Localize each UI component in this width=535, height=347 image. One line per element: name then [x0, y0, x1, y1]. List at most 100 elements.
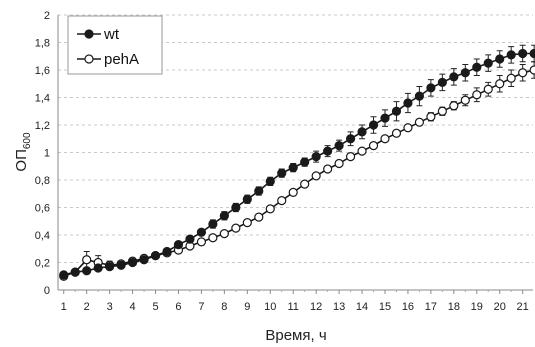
- data-point: [288, 187, 298, 197]
- data-point: [300, 179, 310, 189]
- x-tick-label: 3: [107, 301, 113, 313]
- x-tick-label: 18: [448, 301, 460, 313]
- data-point: [242, 194, 252, 204]
- data-point: [460, 95, 470, 105]
- x-axis-label: Время, ч: [265, 327, 326, 344]
- data-point: [185, 234, 195, 244]
- data-point: [150, 251, 161, 261]
- legend-swatch-marker: [84, 29, 94, 39]
- data-point: [403, 98, 413, 108]
- data-point: [254, 186, 264, 196]
- legend-swatch-marker: [84, 54, 94, 64]
- x-tick-label: 9: [244, 301, 250, 313]
- data-point: [495, 79, 505, 89]
- data-point: [529, 65, 535, 75]
- data-point: [265, 204, 275, 214]
- data-point: [483, 58, 493, 68]
- x-tick-label: 8: [221, 301, 227, 313]
- x-tick-label: 13: [333, 301, 345, 313]
- data-point: [518, 68, 528, 78]
- y-tick-label: 1,8: [35, 38, 50, 50]
- data-point: [311, 152, 321, 162]
- data-point: [460, 68, 470, 78]
- y-axis-label-main: ОП: [13, 149, 30, 171]
- x-tick-label: 17: [425, 301, 437, 313]
- x-tick-label: 5: [152, 301, 158, 313]
- legend-box: [67, 15, 163, 75]
- data-point: [506, 50, 516, 60]
- y-tick-label: 0,8: [35, 175, 50, 187]
- data-point: [105, 262, 115, 272]
- series-wt: [59, 44, 535, 280]
- x-tick-label: 12: [310, 301, 322, 313]
- data-point: [357, 127, 367, 137]
- data-point: [345, 152, 356, 162]
- data-point: [357, 146, 367, 156]
- y-tick-label: 0,2: [35, 258, 50, 270]
- data-point: [219, 229, 229, 239]
- x-tick-label: 19: [471, 301, 483, 313]
- y-tick-label: 1,4: [35, 93, 50, 105]
- data-point: [162, 246, 172, 257]
- legend: wt pehA: [67, 15, 163, 75]
- x-tick-label: 20: [494, 301, 506, 313]
- data-point: [82, 266, 92, 276]
- x-tick-label: 7: [198, 301, 204, 313]
- data-point: [368, 141, 379, 151]
- data-point: [437, 77, 447, 87]
- data-point: [288, 163, 298, 173]
- y-axis-label-subscript: 600: [22, 132, 33, 149]
- data-point: [472, 90, 482, 100]
- series-pehA: [59, 61, 535, 281]
- data-point: [437, 106, 447, 116]
- data-series: [59, 44, 535, 281]
- data-point: [59, 270, 69, 280]
- data-point: [116, 260, 126, 270]
- legend-label: pehA: [104, 51, 139, 68]
- data-point: [173, 240, 184, 250]
- x-tick-label: 16: [402, 301, 414, 313]
- data-point: [529, 48, 535, 59]
- data-point: [518, 48, 528, 59]
- data-point: [254, 212, 264, 222]
- data-point: [208, 219, 218, 229]
- y-tick-label: 1,6: [35, 65, 50, 77]
- x-tick-label: 6: [175, 301, 181, 313]
- y-tick-label: 0: [44, 285, 50, 297]
- axes: 00,20,40,60,811,21,41,61,821 2 3 4 5 6 7 8 9 10 11…: [35, 10, 533, 313]
- data-point: [70, 267, 80, 277]
- data-point: [414, 117, 425, 127]
- data-point: [391, 128, 402, 138]
- data-point: [449, 72, 459, 82]
- data-point: [323, 146, 333, 156]
- data-point: [380, 113, 390, 123]
- data-point: [426, 112, 436, 122]
- data-point: [334, 158, 344, 169]
- data-point: [196, 237, 207, 247]
- data-point: [426, 83, 436, 93]
- data-point: [265, 176, 275, 186]
- data-point: [403, 123, 413, 133]
- data-point: [219, 211, 229, 221]
- x-tick-label: 14: [356, 301, 368, 313]
- data-point: [231, 202, 241, 213]
- data-point: [196, 227, 207, 237]
- y-tick-label: 1,2: [35, 120, 50, 132]
- data-point: [323, 164, 333, 174]
- data-point: [483, 84, 493, 94]
- data-point: [277, 168, 287, 178]
- data-point: [311, 171, 321, 181]
- data-point: [277, 196, 287, 206]
- data-point: [472, 62, 482, 72]
- data-point: [93, 263, 103, 273]
- data-point: [414, 91, 425, 101]
- data-point: [391, 106, 402, 116]
- data-point: [127, 257, 138, 268]
- data-point: [334, 141, 344, 151]
- data-point: [368, 120, 379, 130]
- x-tick-label: 11: [287, 301, 298, 313]
- data-point: [242, 218, 252, 228]
- x-tick-label: 1: [61, 301, 67, 313]
- y-tick-label: 1: [44, 148, 50, 160]
- x-tick-label: 10: [264, 301, 276, 313]
